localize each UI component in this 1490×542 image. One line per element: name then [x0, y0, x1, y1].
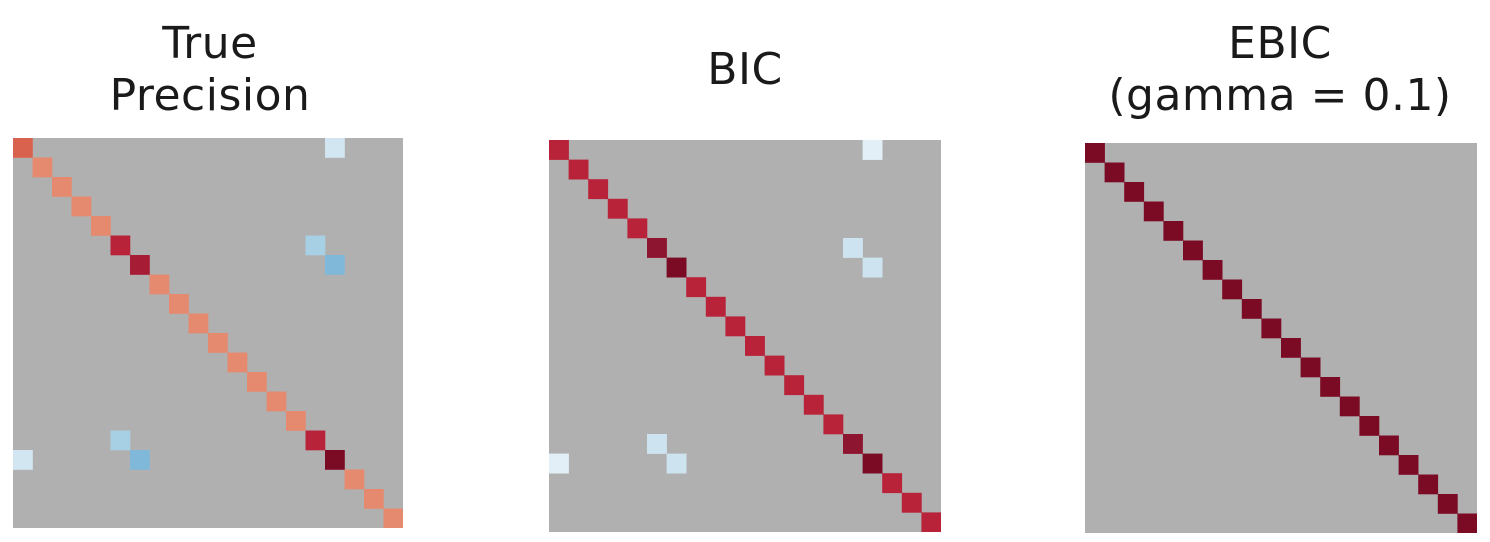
panel-title-line-1: True	[162, 18, 258, 69]
diagonal-cell-7-7	[1222, 279, 1243, 300]
diagonal-cell-19-19	[383, 508, 403, 528]
diagonal-cell-14-14	[823, 414, 844, 435]
diagonal-cell-5-5	[110, 235, 131, 256]
heatmap-true-precision	[13, 138, 403, 528]
diagonal-cell-14-14	[1359, 416, 1380, 436]
diagonal-cell-15-15	[305, 430, 326, 451]
diagonal-cell-15-15	[1379, 435, 1399, 456]
panel-title: BIC	[535, 10, 955, 130]
panel-title-line-1: BIC	[707, 44, 783, 95]
off-diagonal-cell-16-0	[13, 450, 33, 470]
diagonal-cell-7-7	[686, 277, 707, 298]
panel-title-line-2: (gamma = 0.1)	[1108, 70, 1452, 121]
diagonal-cell-8-8	[705, 296, 726, 317]
diagonal-cell-1-1	[32, 157, 53, 178]
diagonal-cell-12-12	[247, 372, 267, 392]
off-diagonal-cell-0-16	[862, 140, 883, 160]
diagonal-cell-17-17	[344, 469, 365, 490]
off-diagonal-cell-16-0	[549, 453, 569, 474]
diagonal-cell-13-13	[803, 394, 824, 415]
diagonal-cell-11-11	[227, 352, 248, 373]
diagonal-cell-18-18	[901, 492, 922, 513]
diagonal-cell-19-19	[921, 512, 941, 532]
off-diagonal-cell-15-5	[110, 430, 131, 451]
off-diagonal-cell-16-6	[666, 453, 687, 474]
diagonal-cell-8-8	[1241, 299, 1262, 319]
diagonal-cell-18-18	[364, 489, 384, 509]
diagonal-cell-3-3	[607, 198, 628, 219]
diagonal-cell-6-6	[666, 257, 687, 278]
diagonal-cell-0-0	[1085, 143, 1105, 163]
diagonal-cell-17-17	[1418, 474, 1439, 495]
diagonal-cell-9-9	[1261, 318, 1282, 339]
diagonal-cell-17-17	[882, 473, 903, 494]
diagonal-cell-12-12	[1320, 377, 1341, 397]
diagonal-cell-4-4	[91, 216, 111, 236]
diagonal-cell-8-8	[169, 294, 189, 314]
diagonal-cell-3-3	[71, 196, 92, 217]
diagonal-cell-11-11	[1300, 357, 1321, 378]
diagonal-cell-3-3	[1143, 201, 1164, 222]
diagonal-cell-0-0	[13, 138, 33, 158]
diagonal-cell-10-10	[208, 333, 228, 353]
diagonal-cell-2-2	[52, 177, 72, 197]
heatmap-bic	[549, 140, 941, 532]
diagonal-cell-15-15	[843, 434, 863, 454]
diagonal-cell-16-16	[325, 450, 345, 470]
diagonal-cell-7-7	[149, 274, 170, 295]
off-diagonal-cell-15-5	[647, 434, 667, 454]
diagonal-cell-12-12	[784, 375, 805, 396]
diagonal-cell-9-9	[725, 316, 746, 337]
diagonal-cell-13-13	[1339, 396, 1360, 417]
diagonal-cell-13-13	[266, 391, 287, 412]
diagonal-cell-2-2	[588, 179, 609, 200]
off-diagonal-cell-5-15	[843, 238, 863, 258]
diagonal-cell-1-1	[568, 159, 589, 180]
panel-title-line-1: EBIC	[1228, 18, 1332, 69]
heatmap-ebic	[1085, 143, 1477, 533]
diagonal-cell-9-9	[188, 313, 209, 334]
diagonal-cell-6-6	[1202, 260, 1223, 280]
diagonal-cell-4-4	[627, 218, 648, 239]
diagonal-cell-5-5	[1183, 240, 1203, 261]
off-diagonal-cell-5-15	[305, 235, 326, 256]
diagonal-cell-16-16	[1398, 455, 1419, 475]
panel-title-line-2: Precision	[109, 70, 311, 121]
diagonal-cell-2-2	[1124, 182, 1145, 202]
off-diagonal-cell-6-16	[325, 255, 345, 275]
diagonal-cell-10-10	[745, 336, 765, 356]
diagonal-cell-19-19	[1457, 513, 1477, 533]
diagonal-cell-10-10	[1281, 338, 1301, 358]
diagonal-cell-4-4	[1163, 221, 1184, 241]
panel-title: True Precision	[0, 10, 420, 130]
panel-title: EBIC (gamma = 0.1)	[1070, 10, 1490, 130]
diagonal-cell-16-16	[862, 453, 883, 474]
diagonal-cell-0-0	[549, 140, 569, 160]
diagonal-cell-14-14	[286, 411, 306, 431]
diagonal-cell-11-11	[764, 355, 785, 376]
off-diagonal-cell-16-6	[130, 450, 150, 470]
diagonal-cell-6-6	[130, 255, 150, 275]
diagonal-cell-5-5	[647, 238, 667, 258]
diagonal-cell-18-18	[1437, 494, 1458, 514]
off-diagonal-cell-6-16	[862, 257, 883, 278]
off-diagonal-cell-0-16	[325, 138, 345, 158]
diagonal-cell-1-1	[1104, 162, 1125, 183]
